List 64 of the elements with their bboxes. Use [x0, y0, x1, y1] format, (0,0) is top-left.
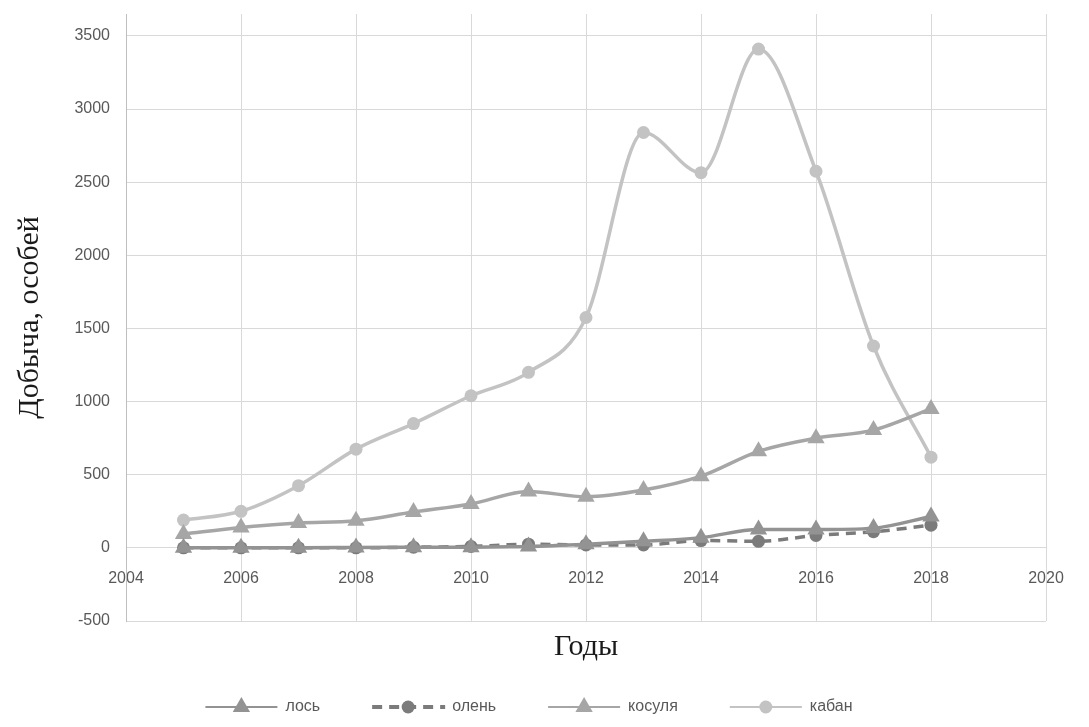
point: [867, 339, 880, 353]
y-tick-label: 3000: [74, 99, 111, 117]
point: [809, 164, 823, 178]
point: [579, 311, 593, 324]
point: [177, 513, 190, 527]
x-tick-label: 2004: [108, 568, 144, 586]
legend-label: кабан: [809, 697, 853, 715]
y-tick-label: 1000: [74, 392, 111, 410]
point: [922, 398, 940, 414]
point: [174, 537, 193, 553]
y-tick-label: -500: [77, 611, 111, 629]
x-tick-label: 2006: [223, 568, 259, 586]
point: [347, 510, 365, 526]
x-axis-title: Годы: [553, 627, 619, 661]
point: [462, 493, 480, 509]
point: [749, 441, 768, 457]
x-tick-label: 2010: [453, 568, 489, 586]
y-tick-label: 1500: [74, 318, 111, 336]
y-tick-label: 0: [101, 538, 111, 556]
point: [519, 481, 538, 497]
legend-label: лось: [285, 697, 321, 715]
point: [577, 486, 595, 502]
x-tick-label: 2014: [683, 568, 719, 586]
x-tick-label: 2016: [798, 568, 834, 586]
point: [637, 125, 650, 139]
point: [634, 531, 653, 547]
y-tick-label: 500: [83, 465, 111, 483]
point: [749, 519, 768, 535]
point: [232, 537, 250, 553]
point: [634, 480, 653, 496]
point: [464, 389, 478, 403]
point: [292, 479, 305, 493]
point: [174, 523, 193, 539]
point: [807, 519, 825, 535]
point: [522, 365, 535, 379]
x-tick-label: 2012: [568, 568, 604, 586]
y-tick-label: 2500: [74, 172, 111, 190]
point: [289, 537, 308, 553]
point: [807, 428, 825, 444]
point: [577, 534, 595, 550]
point: [347, 537, 365, 553]
point: [232, 517, 250, 533]
y-tick-label: 2000: [74, 245, 111, 263]
x-tick-label: 2018: [913, 568, 949, 586]
point: [864, 420, 883, 436]
point: [692, 527, 710, 543]
point: [922, 506, 940, 522]
point: [234, 504, 248, 518]
x-tick-label: 2020: [1028, 568, 1064, 586]
point: [864, 518, 883, 534]
legend-label: косуля: [628, 697, 678, 715]
point: [349, 442, 363, 456]
y-tick-label: 3500: [74, 26, 111, 44]
point: [924, 450, 938, 464]
point: [752, 42, 765, 56]
y-axis-title: Добыча, особей: [10, 216, 44, 419]
point: [694, 166, 708, 180]
x-tick-label: 2008: [338, 568, 374, 586]
point: [692, 466, 710, 482]
point: [289, 513, 308, 528]
point: [752, 534, 765, 548]
point: [404, 502, 423, 518]
point: [407, 417, 420, 431]
legend-label: олень: [452, 697, 497, 715]
